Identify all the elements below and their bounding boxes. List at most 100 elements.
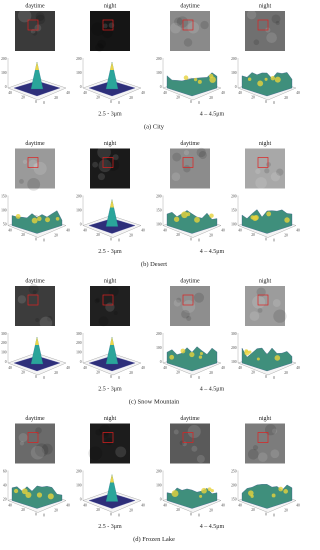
texture: [102, 27, 113, 39]
x-tick-label: 40: [83, 228, 87, 232]
texture: [183, 149, 190, 156]
surface-peak: [105, 474, 119, 502]
z-tick-label: 150: [1, 194, 7, 198]
surface-highlight: [45, 217, 51, 223]
texture: [183, 165, 191, 173]
texture: [179, 440, 185, 446]
texture: [108, 285, 119, 297]
x-tick-label: 0: [190, 375, 192, 379]
x-tick-label: 40: [163, 503, 167, 507]
band-label: 2.5 - 3μm: [98, 111, 122, 117]
surface-highlight: [193, 77, 198, 82]
y-tick-label: 40: [66, 91, 70, 95]
x-tick-label: 40: [163, 366, 167, 370]
surface-highlight: [209, 213, 214, 218]
target-box: [27, 157, 39, 168]
thermal-image: [90, 11, 130, 51]
surface-highlight: [278, 486, 284, 492]
panel-label: night: [104, 3, 117, 9]
x-tick-label: 40: [8, 228, 12, 232]
z-tick-label: 200: [231, 483, 237, 487]
y-tick-label: 0: [198, 513, 200, 517]
thermal-image: [170, 423, 210, 464]
texture: [97, 145, 111, 160]
caption: (c) Snow Mountain: [129, 398, 180, 405]
z-tick-label: 0: [80, 85, 82, 89]
x-tick-label: 20: [96, 95, 100, 99]
texture: [253, 39, 260, 46]
texture: [246, 10, 257, 20]
z-tick-label: 0: [160, 360, 162, 364]
panel-label: night: [259, 278, 272, 284]
x-tick-label: 20: [21, 508, 25, 512]
texture: [88, 446, 103, 461]
x-tick-label: 20: [21, 370, 25, 374]
caption: (d) Frozen Lake: [133, 536, 175, 543]
y-tick-label: 20: [209, 371, 213, 375]
x-tick-label: 20: [21, 233, 25, 237]
y-tick-label: 20: [284, 508, 288, 512]
y-tick-label: 40: [221, 366, 225, 370]
surface-highlight: [36, 492, 43, 498]
surface-highlight: [210, 489, 214, 493]
surface-highlight: [47, 493, 54, 500]
texture: [32, 290, 37, 295]
y-tick-label: 0: [118, 513, 120, 517]
z-tick-label: 200: [76, 194, 82, 198]
surface-highlight: [274, 355, 281, 361]
z-tick-label: 50: [3, 222, 7, 226]
surface-tip: [110, 199, 114, 208]
x-tick-label: 40: [83, 91, 87, 95]
target-box: [182, 157, 194, 168]
y-tick-label: 40: [141, 91, 145, 95]
x-tick-label: 40: [163, 91, 167, 95]
target-box: [102, 294, 114, 306]
z-tick-label: 100: [156, 71, 162, 75]
texture: [33, 161, 47, 175]
target-box: [257, 19, 269, 31]
caption: (a) City: [144, 123, 165, 130]
surface-highlight: [266, 211, 272, 217]
texture: [95, 297, 101, 303]
surface-tip: [110, 474, 114, 483]
y-tick-label: 0: [118, 101, 120, 105]
surface-highlight: [183, 75, 189, 81]
texture: [30, 445, 45, 460]
y-tick-label: 0: [273, 376, 275, 380]
x-tick-label: 20: [176, 95, 180, 99]
x-tick-label: 40: [163, 228, 167, 232]
y-tick-label: 0: [273, 513, 275, 517]
z-tick-label: 0: [160, 85, 162, 89]
x-tick-label: 40: [8, 91, 12, 95]
panel-label: daytime: [25, 141, 45, 147]
surface-tip: [35, 337, 39, 345]
texture: [183, 38, 193, 47]
z-tick-label: 100: [231, 71, 237, 75]
z-tick-label: 200: [1, 57, 7, 61]
texture: [113, 310, 118, 316]
x-tick-label: 0: [265, 100, 267, 104]
thermal-image: [15, 423, 55, 464]
z-tick-label: 200: [231, 194, 237, 198]
surface: [166, 210, 218, 234]
z-tick-label: 200: [76, 57, 82, 61]
texture: [99, 424, 111, 436]
texture: [35, 12, 45, 22]
z-tick-label: 200: [76, 341, 82, 345]
texture: [17, 9, 32, 23]
texture: [266, 32, 277, 44]
z-tick-label: 100: [76, 350, 82, 354]
panel-label: night: [104, 416, 117, 422]
target-box: [182, 19, 194, 31]
z-tick-label: 150: [156, 208, 162, 212]
texture: [198, 151, 207, 160]
z-tick-label: 0: [5, 360, 7, 364]
y-tick-label: 20: [209, 233, 213, 237]
z-tick-label: 100: [156, 346, 162, 350]
texture: [115, 446, 127, 458]
texture: [17, 295, 26, 304]
surface-highlight: [284, 217, 290, 223]
y-tick-label: 40: [296, 228, 300, 232]
y-tick-label: 20: [54, 371, 58, 375]
x-tick-label: 40: [238, 91, 242, 95]
